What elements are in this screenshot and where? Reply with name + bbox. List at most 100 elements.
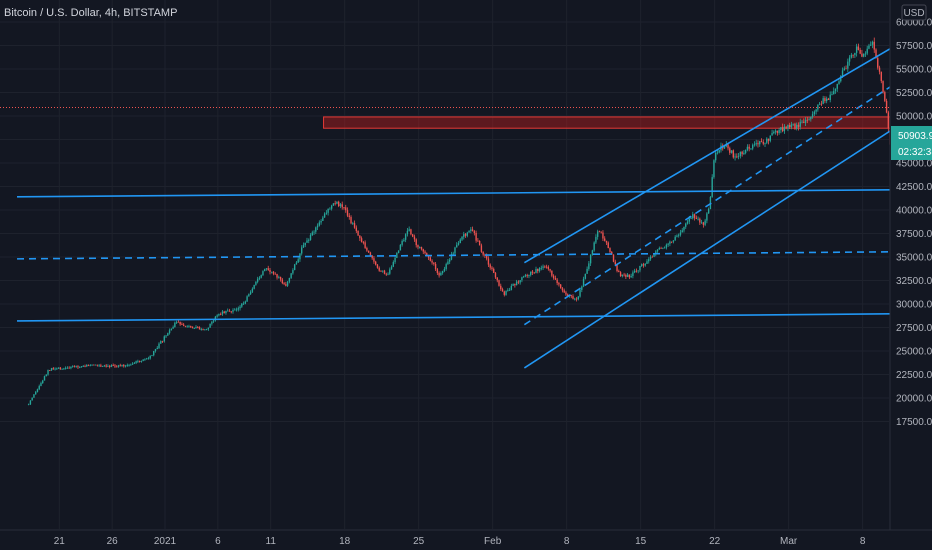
candle-body	[528, 274, 530, 277]
candle-body	[593, 242, 595, 251]
candle-body	[86, 364, 88, 367]
price-badge-box	[891, 126, 932, 160]
candle-body	[82, 366, 84, 367]
candle-body	[556, 279, 558, 284]
candle-body	[227, 310, 229, 312]
candle-body	[84, 366, 86, 367]
x-tick-label: 2021	[154, 536, 177, 547]
candle-body	[693, 214, 696, 218]
candle-body	[750, 148, 752, 150]
candle-body	[332, 203, 335, 206]
candle-body	[144, 359, 146, 361]
candle-body	[244, 301, 247, 304]
candle-body	[165, 335, 167, 337]
candle-body	[68, 367, 70, 369]
candle-body	[723, 146, 726, 149]
candle-body	[64, 367, 67, 369]
resistance-zone[interactable]	[323, 116, 932, 129]
trend-line-dashed[interactable]	[523, 36, 932, 326]
candle-body	[406, 230, 409, 235]
candle-body	[70, 366, 72, 369]
candle-body	[43, 376, 46, 381]
candle-body	[121, 364, 123, 367]
candle-body	[866, 48, 868, 54]
candle-body	[695, 217, 698, 219]
candle-body	[658, 247, 661, 250]
candle-body	[744, 149, 747, 153]
currency-button-label: USD	[903, 8, 924, 19]
trend-line[interactable]	[17, 312, 932, 322]
candle-body	[184, 325, 187, 327]
candle-body	[223, 311, 225, 314]
candle-body	[662, 247, 664, 249]
candle-body	[618, 271, 620, 273]
candle-body	[669, 241, 671, 244]
candle-body	[612, 254, 615, 262]
x-tick-label: Feb	[484, 536, 502, 547]
currency-button[interactable]: USD	[901, 4, 927, 21]
candle-body	[103, 365, 106, 367]
trend-line[interactable]	[17, 188, 932, 198]
candle-body	[378, 267, 380, 271]
candle-body	[438, 272, 440, 276]
candle-body	[688, 218, 690, 222]
x-tick-label: 18	[339, 536, 351, 547]
candle-body	[859, 49, 861, 54]
candle-body	[27, 404, 30, 405]
candle-body	[489, 264, 491, 268]
candle-body	[811, 114, 814, 117]
candle-body	[466, 232, 469, 236]
candle-body	[197, 326, 199, 328]
candle-body	[448, 259, 451, 262]
candle-body	[177, 321, 180, 323]
candle-body	[884, 92, 886, 101]
candle-body	[840, 76, 842, 82]
candle-body	[205, 329, 208, 331]
candle-body	[276, 273, 278, 278]
candle-body	[822, 98, 824, 104]
candle-body	[875, 49, 877, 59]
candle-body	[168, 330, 171, 334]
candle-body	[424, 251, 426, 254]
y-tick-label: 17500.00	[896, 417, 932, 428]
candle-body	[214, 316, 217, 321]
candle-body	[887, 112, 890, 129]
chart-title: Bitcoin / U.S. Dollar, 4h, BITSTAMP	[4, 7, 177, 19]
candle-body	[831, 94, 833, 96]
candle-body	[817, 104, 819, 110]
candle-body	[454, 247, 456, 254]
candle-body	[584, 273, 587, 279]
candle-body	[198, 327, 201, 330]
candle-body	[411, 234, 414, 237]
candle-body	[200, 329, 202, 330]
candle-body	[101, 366, 104, 367]
candle-body	[806, 119, 809, 121]
candle-body	[519, 280, 521, 283]
candle-body	[204, 329, 206, 331]
candle-body	[686, 221, 689, 224]
x-tick-label: 26	[107, 536, 119, 547]
candle-body	[288, 277, 291, 282]
candle-body	[297, 259, 299, 263]
candle-body	[29, 400, 32, 405]
candle-body	[878, 67, 881, 72]
candle-body	[316, 225, 319, 228]
candle-body	[494, 272, 497, 278]
y-tick-label: 55000.00	[896, 65, 932, 76]
candle-body	[475, 232, 477, 241]
candle-body	[190, 326, 192, 327]
candle-body	[410, 229, 412, 235]
candle-body	[827, 98, 830, 100]
candle-body	[614, 261, 616, 265]
candle-body	[600, 231, 602, 233]
candle-body	[116, 366, 118, 368]
candle-body	[648, 259, 650, 262]
candle-body	[815, 109, 817, 112]
candle-body	[142, 359, 144, 362]
candle-body	[711, 177, 713, 197]
candle-body	[804, 119, 807, 123]
time-axis[interactable]: 21 26 2021 6 11 18 25 Feb 8 15 22 Mar 8	[54, 536, 866, 547]
candle-body	[589, 254, 592, 264]
candle-body	[380, 270, 382, 272]
